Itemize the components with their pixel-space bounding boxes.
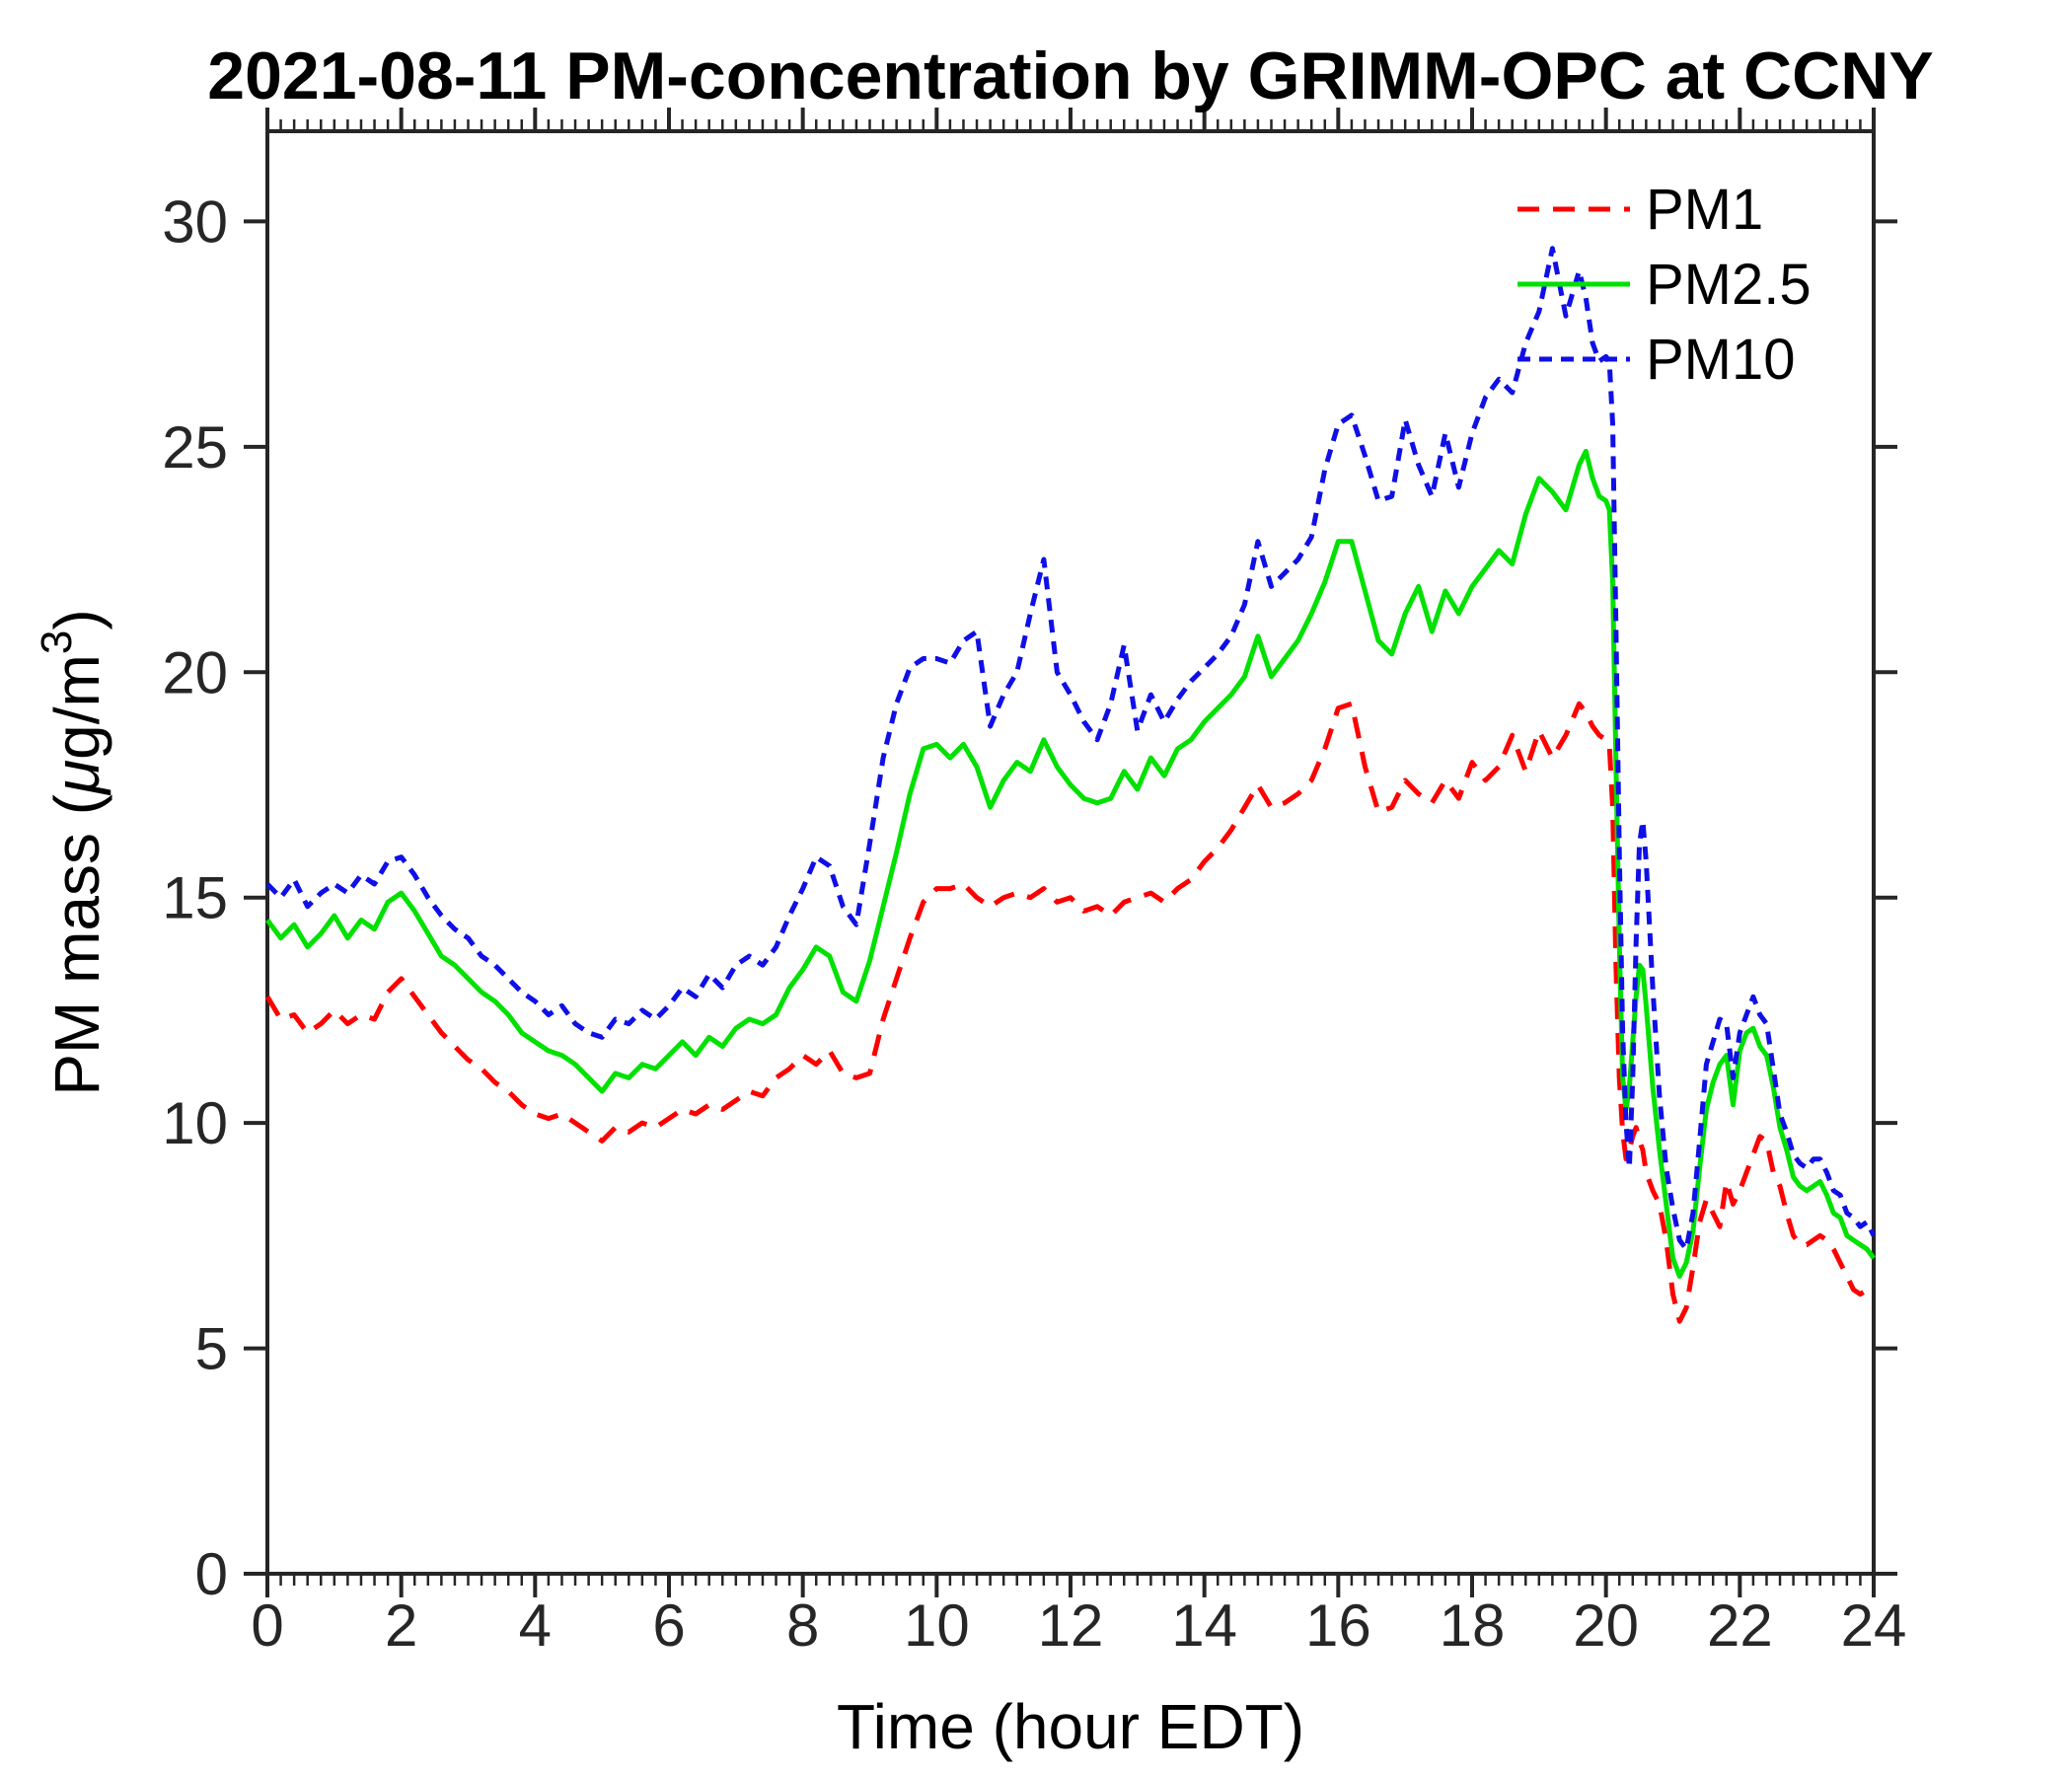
x-tick-label: 16 [1305, 1592, 1371, 1659]
y-axis-label: PM mass (μg/m3) [33, 609, 112, 1095]
data-series [264, 246, 1877, 1324]
x-tick-label: 0 [251, 1592, 283, 1659]
y-tick-label: 25 [162, 414, 228, 481]
y-tick-label: 0 [195, 1541, 228, 1607]
x-tick-label: 20 [1573, 1592, 1639, 1659]
x-tick-label: 10 [904, 1592, 970, 1659]
legend-label-pm1: PM1 [1646, 178, 1763, 242]
x-tick-label: 2 [385, 1592, 417, 1659]
y-tick-label: 5 [195, 1316, 228, 1382]
x-axis-label: Time (hour EDT) [837, 1691, 1304, 1762]
y-tick-label: 30 [162, 188, 228, 255]
y-tick-label: 15 [162, 865, 228, 931]
legend-item-pm2_5: PM2.5 [1517, 253, 1812, 317]
series-pm2_5-line [264, 448, 1877, 1279]
x-tick-label: 6 [652, 1592, 685, 1659]
x-tick-label: 4 [519, 1592, 552, 1659]
x-tick-label: 18 [1440, 1592, 1506, 1659]
legend: PM1 PM2.5 PM10 [1517, 178, 1812, 392]
y-tick-label: 10 [162, 1090, 228, 1156]
y-tick-label: 20 [162, 639, 228, 705]
x-tick-label: 22 [1707, 1592, 1773, 1659]
x-tick-label: 24 [1841, 1592, 1907, 1659]
x-tick-label: 12 [1038, 1592, 1104, 1659]
x-tick-label: 8 [786, 1592, 819, 1659]
chart-title: 2021-08-11 PM-concentration by GRIMM-OPC… [207, 38, 1933, 113]
legend-item-pm1: PM1 [1517, 178, 1763, 242]
x-tick-label: 14 [1171, 1592, 1237, 1659]
series-pm10-line [265, 246, 1877, 1252]
plot-box [265, 129, 1876, 1576]
legend-label-pm2_5: PM2.5 [1646, 253, 1812, 317]
legend-item-pm10: PM10 [1517, 328, 1796, 392]
legend-label-pm10: PM10 [1646, 328, 1796, 392]
